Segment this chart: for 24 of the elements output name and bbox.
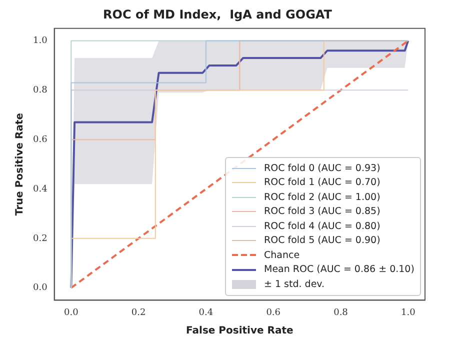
x-tick-label: 0.4 xyxy=(198,308,214,318)
y-tick-label: 1.0 xyxy=(32,36,48,46)
annotation: ± 1 std. dev. xyxy=(264,278,325,290)
y-tick-label: 0.6 xyxy=(32,134,48,145)
chart-title: ROC of MD Index, IgA and GOGAT xyxy=(103,7,333,22)
legend-label: ROC fold 4 (AUC = 0.80) xyxy=(264,220,380,232)
legend-label: ROC fold 2 (AUC = 1.00) xyxy=(264,192,380,203)
y-tick-label: 0.0 xyxy=(32,283,48,294)
y-tick-label: 0.8 xyxy=(32,86,48,96)
y-axis-title: True Positive Rate xyxy=(14,112,26,216)
y-tick-label: 0.4 xyxy=(32,184,48,194)
x-tick-label: 0.2 xyxy=(131,308,146,318)
legend-label: ROC fold 0 (AUC = 0.93) xyxy=(264,162,380,174)
legend-label: ROC fold 3 (AUC = 0.85) xyxy=(264,206,380,218)
legend-label: Chance xyxy=(264,250,300,261)
y-tick-label: 0.2 xyxy=(32,234,48,244)
x-tick-label: 1.0 xyxy=(400,308,416,318)
legend-label: ROC fold 5 (AUC = 0.90) xyxy=(264,235,380,246)
x-tick-label: 0.6 xyxy=(266,308,281,318)
x-tick-label: 0.8 xyxy=(334,308,348,318)
x-tick-label: 0.0 xyxy=(64,308,79,318)
x-axis-title: False Positive Rate xyxy=(186,326,294,337)
legend-label: Mean ROC (AUC = 0.86 ± 0.10) xyxy=(264,264,414,276)
legend-label: ROC fold 1 (AUC = 0.70) xyxy=(264,177,380,188)
